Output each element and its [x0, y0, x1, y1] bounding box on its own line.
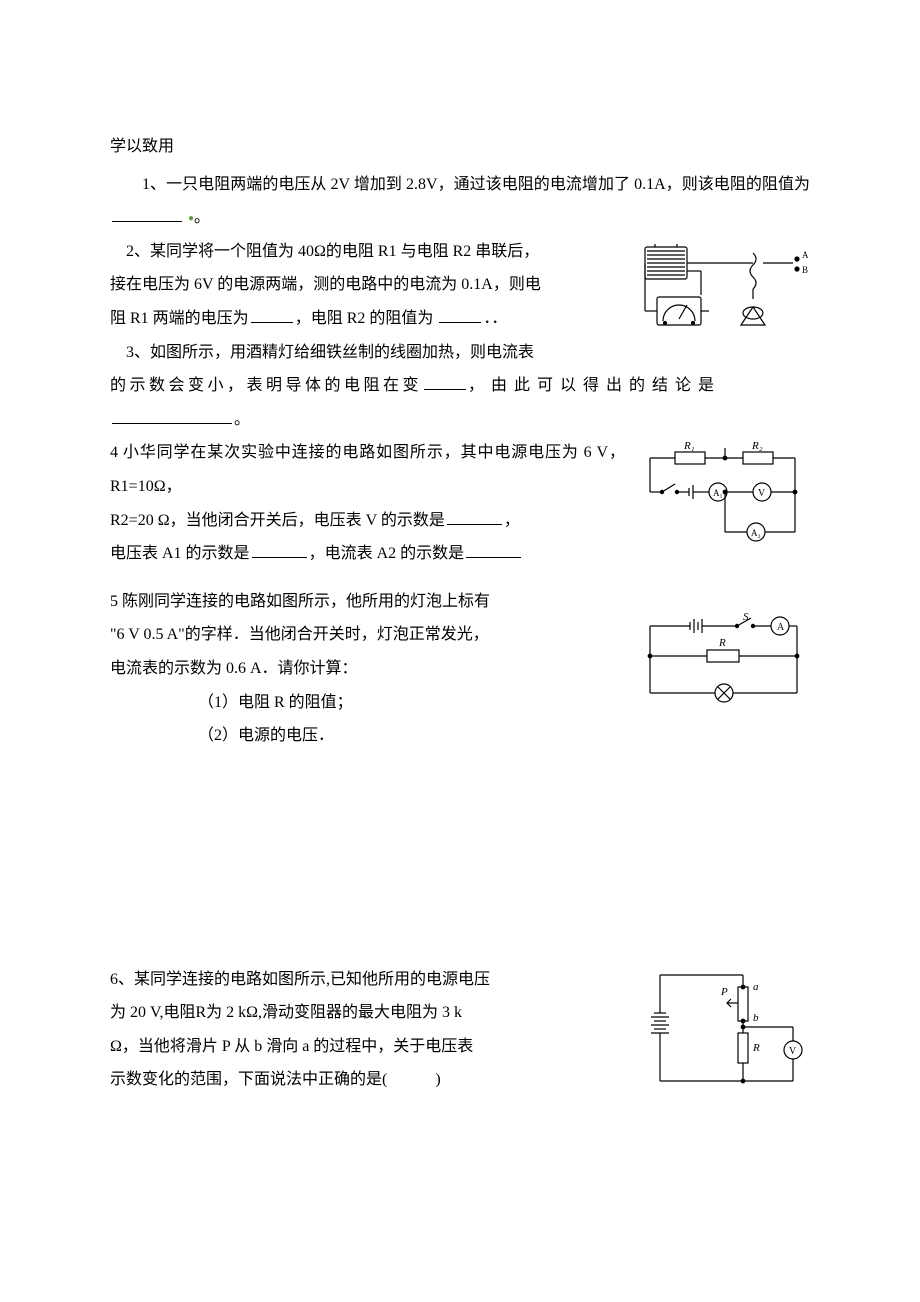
q4-l3a: 电压表 A1 的示数是: [110, 545, 250, 562]
question-1: 1、一只电阻两端的电压从 2V 增加到 2.8V，通过该电阻的电流增加了 0.1…: [110, 168, 810, 235]
section-title: 学以致用: [110, 130, 810, 164]
q3-l3: 。: [234, 411, 250, 428]
q4-l3b: ，电流表 A2 的示数是: [309, 545, 465, 562]
figure-q6: a P b R V: [635, 963, 810, 1106]
question-3-line2: 的示数会变小，表明导体的电阻在变 ，由此可以得出的结论是: [110, 369, 810, 403]
label-R6: R: [752, 1042, 760, 1054]
label-A: A: [802, 250, 809, 260]
q4-blank3: [466, 542, 521, 558]
circuit-q6-svg: a P b R V: [645, 963, 810, 1093]
label-V: V: [758, 488, 766, 499]
question-3-line3: 。: [110, 403, 810, 437]
label-S: S: [743, 611, 749, 623]
q4-l2a: R2=20 Ω，当他闭合开关后，电压表 V 的示数是: [110, 512, 445, 529]
figure-q5: S A R: [625, 611, 810, 722]
question-5-sub2: （2）电源的电压．: [110, 719, 810, 753]
q2-l3c: ．．: [483, 310, 507, 327]
circuit-q2-svg: A B: [635, 235, 810, 345]
q4-blank2: [252, 542, 307, 558]
q3-blank1: [424, 374, 466, 390]
label-P: P: [720, 986, 728, 998]
q3-l2b: ，由此可以得出的结论是: [468, 377, 721, 394]
q4-l2b: ，: [504, 512, 520, 529]
label-A: A: [777, 622, 785, 633]
label-A2: A₂: [751, 528, 761, 538]
q2-blank1: [251, 307, 293, 323]
label-V6: V: [789, 1046, 797, 1057]
label-b: b: [753, 1012, 759, 1024]
circuit-q5-svg: S A R: [635, 611, 810, 709]
q3-blank2: [112, 408, 232, 424]
q1-suffix: 。: [194, 209, 210, 226]
label-R: R: [718, 637, 726, 649]
label-R1: R₁: [683, 440, 695, 452]
figure-q2: A B: [625, 235, 810, 358]
label-a: a: [753, 981, 759, 993]
label-A1: A₁: [713, 488, 723, 498]
q2-l3b: ，电阻 R2 的阻值为: [295, 310, 434, 327]
q1-blank: [112, 206, 182, 222]
label-R2: R₂: [751, 440, 763, 452]
label-B: B: [802, 265, 808, 275]
figure-q4: R₁ R₂ A₁ V A₂: [625, 436, 810, 568]
q3-l2a: 的示数会变小，表明导体的电阻在变: [110, 377, 422, 394]
q1-text: 1、一只电阻两端的电压从 2V 增加到 2.8V，通过该电阻的电流增加了 0.1…: [142, 176, 810, 193]
q2-blank2: [439, 307, 481, 323]
q2-l3a: 阻 R1 两端的电压为: [110, 310, 249, 327]
circuit-q4-svg: R₁ R₂ A₁ V A₂: [635, 440, 810, 555]
q4-blank1: [447, 509, 502, 525]
